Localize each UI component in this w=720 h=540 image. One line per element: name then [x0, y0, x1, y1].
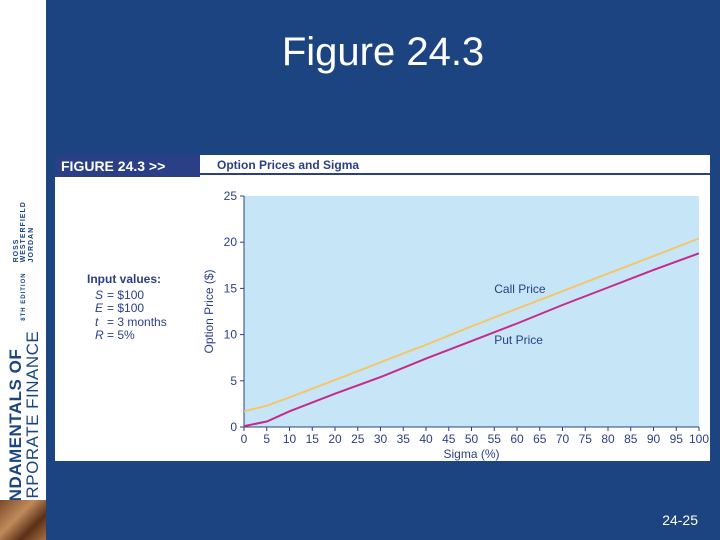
input-var: S: [95, 287, 104, 302]
figure-tag: FIGURE 24.3 >>: [55, 155, 200, 177]
spine-authors: ROSS WESTERFIELD JORDAN: [13, 201, 35, 262]
book-spine: FUNDAMENTALS OF CORPORATE FINANCE 8TH ED…: [0, 0, 46, 540]
input-value: = $100: [107, 301, 145, 315]
spine-author: JORDAN: [27, 226, 35, 263]
figure-panel: FIGURE 24.3 >> Option Prices and Sigma I…: [55, 155, 710, 461]
figure-header-rule: [200, 173, 710, 175]
put-price-label: Put Price: [494, 333, 543, 347]
spine-title-line1: FUNDAMENTALS OF: [6, 348, 25, 525]
input-row: S = $100: [87, 287, 167, 303]
x-tick-label: 95: [670, 432, 684, 446]
x-tick-label: 45: [442, 432, 456, 446]
x-tick-label: 35: [397, 432, 411, 446]
x-tick-label: 80: [601, 432, 615, 446]
page-number: 24-25: [662, 512, 698, 528]
y-tick-label: 20: [224, 235, 238, 249]
input-row: E = $100: [87, 301, 167, 316]
y-tick-label: 15: [224, 281, 238, 295]
figure-caption: Option Prices and Sigma: [217, 158, 360, 172]
x-tick-label: 75: [579, 432, 593, 446]
spine-author: WESTERFIELD: [20, 201, 28, 263]
x-tick-label: 30: [374, 432, 388, 446]
x-tick-label: 50: [465, 432, 479, 446]
x-tick-label: 10: [283, 432, 297, 446]
y-tick-label: 10: [224, 328, 238, 342]
call-price-label: Call Price: [494, 282, 546, 296]
option-price-chart: 0 5 10 15 20 25 0 5 10 15 20 25 30 35 40 45 50 55 60 65 70 75…: [202, 189, 709, 461]
input-value: = 3 months: [107, 314, 167, 329]
spine-author: ROSS: [12, 238, 20, 263]
input-values-title: Input values:: [87, 272, 162, 286]
input-values-box: Input values: S = $100 E = $100 t = 3 mo…: [87, 272, 167, 343]
put-price-line: [243, 252, 700, 428]
y-tick-label: 5: [230, 374, 237, 388]
x-tick-label: 25: [351, 432, 365, 446]
input-var: E: [95, 301, 104, 315]
input-value: = $100: [107, 287, 145, 302]
slide-title: Figure 24.3: [281, 30, 485, 74]
spine-text-group: FUNDAMENTALS OF CORPORATE FINANCE 8TH ED…: [6, 5, 42, 525]
spine-book-title: FUNDAMENTALS OF CORPORATE FINANCE: [6, 330, 42, 525]
x-tick-label: 85: [624, 432, 638, 446]
x-tick-label: 5: [263, 432, 270, 446]
x-tick-label: 90: [647, 432, 661, 446]
input-var: t: [95, 314, 99, 329]
x-tick-label: 100: [689, 432, 709, 446]
x-tick-label: 70: [556, 432, 570, 446]
x-tick-label: 0: [241, 432, 248, 446]
input-value: = 5%: [107, 328, 135, 342]
x-tick-label: 15: [306, 432, 320, 446]
y-tick-label: 0: [230, 420, 237, 434]
x-tick-label: 20: [328, 432, 342, 446]
x-tick-label: 40: [419, 432, 433, 446]
input-row: t = 3 months: [87, 314, 167, 330]
spine-title-line2: CORPORATE FINANCE: [23, 330, 42, 525]
input-row: R = 5%: [87, 328, 167, 343]
x-tick-label: 55: [488, 432, 502, 446]
figure-header: FIGURE 24.3 >> Option Prices and Sigma: [55, 155, 710, 177]
y-axis-label: Option Price ($): [202, 269, 216, 353]
x-tick-label: 65: [533, 432, 547, 446]
plot-area: [244, 196, 699, 427]
x-axis-label: Sigma (%): [443, 447, 499, 461]
call-price-line: [243, 237, 700, 413]
x-tick-label: 60: [510, 432, 524, 446]
spine-edition: 8TH EDITION: [21, 272, 27, 321]
y-tick-label: 25: [224, 189, 238, 203]
input-var: R: [95, 328, 104, 342]
cover-art-image: [0, 500, 46, 540]
